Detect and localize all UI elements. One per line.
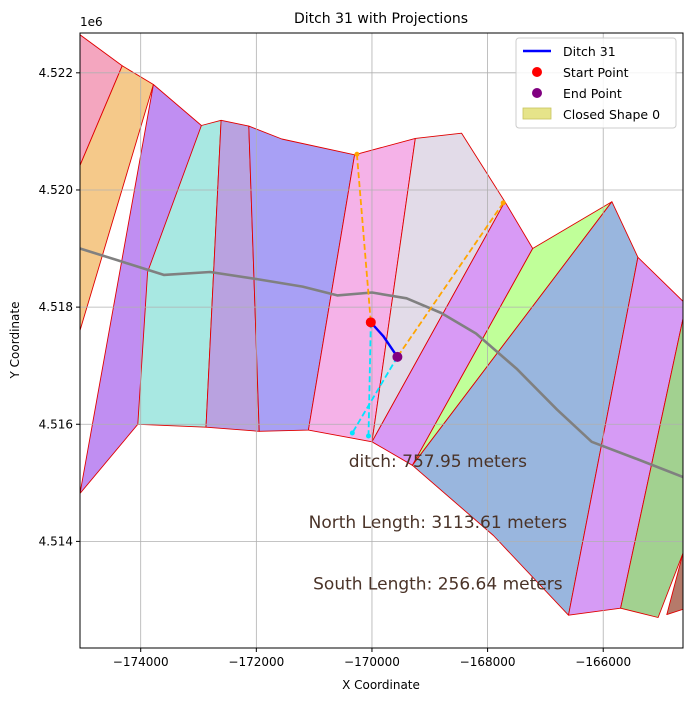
shape-polygon-12	[620, 318, 683, 618]
x-tick-label-3: −168000	[460, 655, 516, 669]
legend-box	[515, 37, 677, 129]
chart-title: Ditch 31 with Projections	[294, 11, 468, 27]
south-projection-line-0	[367, 322, 372, 437]
x-tick-label-4: −166000	[575, 655, 631, 669]
x-tick-label-2: −170000	[344, 655, 400, 669]
shape-polygon-13	[666, 552, 683, 616]
annotation-2: South Length: 256.64 meters	[313, 574, 563, 594]
y-tick-label-1: 4.516	[39, 417, 73, 431]
y-tick-label-2: 4.518	[39, 300, 73, 314]
axes: −174000 −172000 −170000 −168000 −166000 4.514…	[39, 66, 632, 669]
shape-polygon-1	[80, 65, 154, 331]
annotation-0: ditch: 757.95 meters	[349, 452, 527, 472]
north-projection-line-1	[396, 202, 504, 358]
axes-frame	[79, 32, 684, 649]
north-projection-endpoint-1	[500, 200, 506, 206]
north-projection-line-0	[356, 154, 372, 323]
south-projection-endpoint-0	[365, 433, 371, 439]
plot-area: ditch: 757.95 meters North Length: 3113.6…	[80, 33, 683, 648]
gray-road-line	[80, 247, 683, 479]
south-projection-line-1	[351, 356, 399, 434]
legend-label-1: Start Point	[563, 65, 629, 80]
y-axis-label: Y Coordinate	[8, 302, 22, 380]
y-tick-label-0: 4.514	[39, 534, 73, 548]
legend-point-swatch-2	[532, 88, 542, 98]
x-tick-label-0: −174000	[113, 655, 169, 669]
plot-clip-group: ditch: 757.95 meters North Length: 3113.6…	[80, 33, 683, 648]
legend-label-0: Ditch 31	[563, 44, 616, 59]
y-tick-label-4: 4.522	[39, 66, 73, 80]
legend: Ditch 31 Start Point End Point Closed Shape…	[515, 37, 677, 129]
legend-patch-swatch	[522, 107, 552, 120]
south-projection-endpoint-1	[349, 430, 355, 436]
start-point-marker	[365, 317, 376, 328]
annotation-1: North Length: 3113.61 meters	[309, 513, 568, 533]
x-tick-label-1: −172000	[228, 655, 284, 669]
y-offset-label: 1e6	[80, 15, 103, 29]
north-projection-endpoint-0	[354, 151, 360, 157]
end-point-marker	[392, 351, 403, 362]
x-axis-label: X Coordinate	[342, 678, 420, 692]
ditch-line	[369, 321, 399, 358]
legend-point-swatch-1	[532, 67, 542, 77]
legend-label-3: Closed Shape 0	[563, 107, 660, 122]
shape-polygon-10	[411, 201, 639, 616]
legend-label-2: End Point	[563, 86, 622, 101]
y-tick-label-3: 4.520	[39, 183, 73, 197]
